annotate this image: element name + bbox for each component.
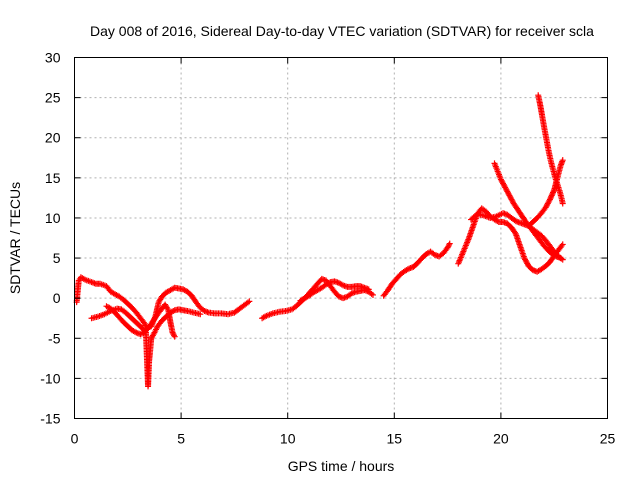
- y-tick-label: -10: [40, 370, 60, 386]
- x-axis-label: GPS time / hours: [288, 458, 395, 474]
- y-axis-label: SDTVAR / TECUs: [7, 182, 23, 294]
- data-point: [365, 286, 372, 293]
- series-7: [455, 205, 566, 275]
- y-tick-label: 25: [45, 90, 61, 106]
- data-point: [546, 196, 553, 203]
- data-point: [549, 190, 556, 197]
- y-tick-label: 30: [45, 50, 61, 66]
- data-point: [446, 241, 453, 248]
- y-tick-labels: -15 -10 -5 0 5 10 15 20 25 30: [40, 50, 60, 427]
- x-tick-label: 10: [280, 431, 296, 447]
- axis-ticks: [74, 57, 608, 419]
- data-points: [73, 92, 566, 390]
- data-point: [446, 240, 453, 247]
- y-tick-label: 10: [45, 210, 61, 226]
- y-tick-label: 5: [53, 250, 61, 266]
- series-4: [259, 275, 376, 322]
- series-9: [491, 160, 564, 262]
- data-point: [548, 192, 555, 199]
- series-1: [73, 274, 253, 332]
- plot-frame: [74, 57, 608, 419]
- gridlines: [74, 57, 608, 419]
- data-point: [171, 333, 178, 340]
- data-point: [547, 195, 554, 202]
- y-tick-label: -15: [40, 411, 60, 427]
- data-point: [369, 291, 376, 298]
- y-tick-label: 20: [45, 130, 61, 146]
- data-point: [246, 298, 253, 305]
- data-point: [559, 200, 566, 207]
- series-6: [380, 240, 453, 299]
- data-point: [546, 197, 553, 204]
- series-11: [535, 92, 566, 207]
- series-5: [297, 278, 372, 304]
- x-tick-label: 25: [600, 431, 616, 447]
- series-2: [88, 305, 204, 390]
- x-tick-label: 15: [387, 431, 403, 447]
- data-point: [557, 255, 564, 262]
- y-tick-label: -5: [48, 330, 61, 346]
- chart-title: Day 008 of 2016, Sidereal Day-to-day VTE…: [90, 23, 594, 39]
- series-3: [103, 301, 178, 340]
- data-point: [170, 332, 177, 339]
- x-tick-label: 0: [71, 431, 79, 447]
- data-point: [197, 311, 204, 318]
- data-point: [548, 193, 555, 200]
- data-point: [550, 188, 557, 195]
- y-tick-label: 15: [45, 170, 61, 186]
- y-tick-label: 0: [53, 290, 61, 306]
- x-tick-labels: 0 5 10 15 20 25: [71, 431, 616, 447]
- x-tick-label: 20: [493, 431, 509, 447]
- x-tick-label: 5: [177, 431, 185, 447]
- data-point: [511, 229, 518, 236]
- data-point: [549, 189, 556, 196]
- data-point: [559, 241, 566, 248]
- data-point: [559, 157, 566, 164]
- series-8: [468, 210, 566, 263]
